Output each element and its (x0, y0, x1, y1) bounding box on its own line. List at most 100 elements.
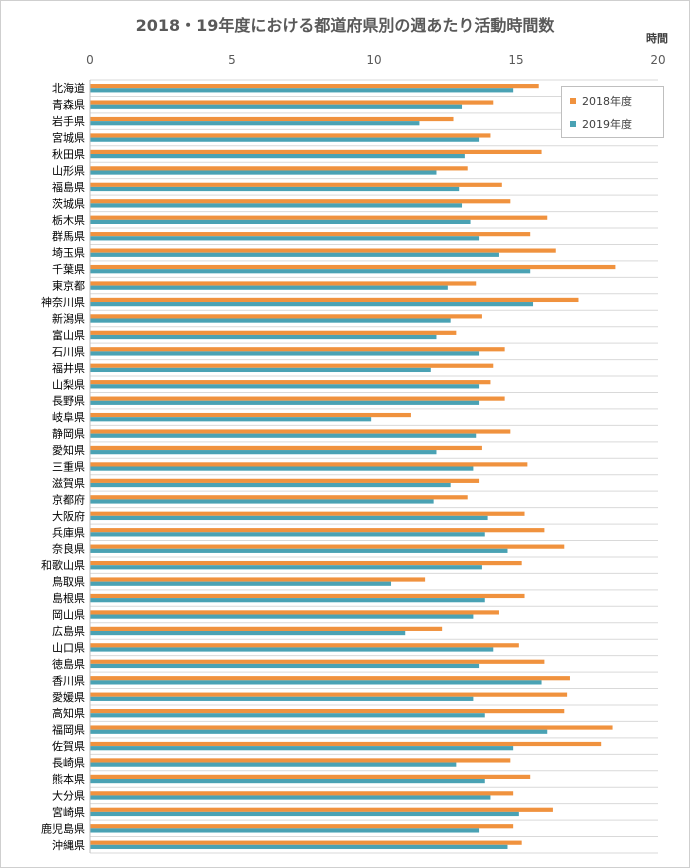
category-label: 鹿児島県 (41, 821, 85, 835)
category-label: 京都府 (52, 492, 85, 506)
bar-2018年度-滋賀県 (90, 478, 480, 483)
bar-2019年度-福島県 (90, 186, 460, 192)
x-tick-label: 20 (650, 53, 665, 67)
bar-2019年度-東京都 (90, 285, 448, 290)
bar-2019年度-和歌山県 (90, 565, 482, 570)
legend-label-2019: 2019年度 (582, 118, 632, 131)
bar-2018年度-高知県 (90, 709, 565, 714)
category-label: 岡山県 (52, 609, 85, 622)
bar-2019年度-長野県 (90, 400, 480, 405)
bar-2019年度-岩手県 (90, 121, 420, 126)
category-label: 茨城県 (52, 196, 85, 210)
legend-swatch-2019 (570, 121, 576, 127)
category-label: 兵庫県 (52, 525, 85, 539)
bar-2019年度-佐賀県 (90, 746, 514, 751)
bar-2018年度-埼玉県 (90, 248, 556, 253)
x-tick-label: 5 (228, 53, 236, 67)
category-label: 愛知県 (52, 443, 85, 457)
bar-2018年度-鳥取県 (90, 577, 426, 582)
bar-2019年度-愛媛県 (90, 696, 474, 701)
bar-2018年度-北海道 (90, 84, 539, 89)
bar-2018年度-宮崎県 (90, 807, 553, 812)
bar-2018年度-秋田県 (90, 149, 542, 155)
x-tick-label: 10 (366, 53, 381, 67)
category-label: 福井県 (52, 361, 85, 375)
bar-2018年度-奈良県 (90, 544, 565, 549)
bar-2019年度-群馬県 (90, 236, 480, 241)
category-label: 山口県 (52, 641, 85, 654)
bar-2018年度-山形県 (90, 166, 468, 171)
bar-2019年度-富山県 (90, 334, 437, 340)
category-label: 岩手県 (52, 114, 85, 128)
bar-2018年度-大阪府 (90, 511, 525, 516)
bar-2019年度-大分県 (90, 795, 491, 800)
bar-2019年度-島根県 (90, 598, 485, 603)
category-label: 大阪府 (52, 509, 85, 523)
bar-2018年度-栃木県 (90, 215, 548, 220)
category-label: 石川県 (52, 345, 85, 358)
bar-2018年度-富山県 (90, 330, 457, 335)
bar-2018年度-静岡県 (90, 429, 511, 434)
bar-2019年度-栃木県 (90, 219, 471, 224)
category-label: 和歌山県 (41, 558, 85, 572)
category-label: 静岡県 (52, 427, 85, 441)
bar-2018年度-大分県 (90, 791, 514, 796)
bar-2019年度-神奈川県 (90, 302, 534, 307)
category-label: 長崎県 (52, 756, 85, 770)
bar-2018年度-広島県 (90, 626, 443, 631)
bar-2018年度-熊本県 (90, 774, 531, 779)
bar-2019年度-静岡県 (90, 433, 477, 438)
category-label: 大分県 (52, 788, 85, 802)
bar-2019年度-鳥取県 (90, 581, 392, 586)
bar-2018年度-徳島県 (90, 659, 545, 664)
category-label: 栃木県 (52, 213, 85, 227)
bar-2018年度-群馬県 (90, 232, 531, 237)
bar-2018年度-沖縄県 (90, 840, 522, 845)
legend-item-2018: 2018年度 (570, 93, 632, 109)
bar-2019年度-山梨県 (90, 384, 480, 389)
bar-2019年度-愛知県 (90, 450, 437, 455)
category-label: 愛媛県 (52, 690, 85, 704)
category-label: 宮城県 (52, 131, 85, 145)
category-label: 秋田県 (52, 147, 85, 161)
bar-2018年度-三重県 (90, 462, 528, 467)
bar-2018年度-福島県 (90, 182, 502, 187)
chart-title: 2018・19年度における都道府県別の週あたり活動時間数 (135, 16, 555, 35)
bar-2018年度-香川県 (90, 676, 570, 681)
bar-2018年度-兵庫県 (90, 528, 545, 533)
bar-2019年度-埼玉県 (90, 252, 499, 257)
bar-2019年度-茨城県 (90, 203, 463, 208)
bar-2018年度-京都府 (90, 495, 468, 500)
category-label: 青森県 (52, 98, 85, 112)
bar-2018年度-島根県 (90, 593, 525, 599)
category-label: 沖縄県 (52, 838, 85, 852)
category-label: 北海道 (52, 81, 85, 95)
category-label: 福岡県 (52, 723, 85, 737)
bar-2018年度-佐賀県 (90, 741, 602, 747)
bar-2018年度-愛知県 (90, 445, 482, 451)
bar-2019年度-長崎県 (90, 762, 457, 767)
bar-2019年度-北海道 (90, 88, 514, 93)
bar-2019年度-京都府 (90, 499, 434, 504)
bar-2019年度-三重県 (90, 466, 474, 471)
category-label: 三重県 (52, 460, 85, 474)
bar-2018年度-福岡県 (90, 725, 613, 730)
bar-2018年度-茨城県 (90, 199, 511, 204)
bar-2018年度-岩手県 (90, 116, 454, 122)
bar-2018年度-神奈川県 (90, 297, 579, 303)
bar-2018年度-鹿児島県 (90, 824, 514, 829)
legend-item-2019: 2019年度 (570, 116, 632, 132)
bar-2019年度-徳島県 (90, 663, 480, 669)
bars (90, 84, 616, 849)
bar-2019年度-熊本県 (90, 778, 485, 784)
category-label: 埼玉県 (52, 246, 85, 260)
bar-2018年度-石川県 (90, 347, 505, 352)
category-label: 宮崎県 (52, 805, 85, 819)
category-label: 千葉県 (52, 262, 85, 276)
bar-2018年度-長野県 (90, 396, 505, 401)
category-label: 長野県 (52, 395, 85, 408)
bar-2019年度-山口県 (90, 647, 494, 652)
bar-2018年度-福井県 (90, 363, 494, 368)
bar-2019年度-高知県 (90, 713, 485, 718)
